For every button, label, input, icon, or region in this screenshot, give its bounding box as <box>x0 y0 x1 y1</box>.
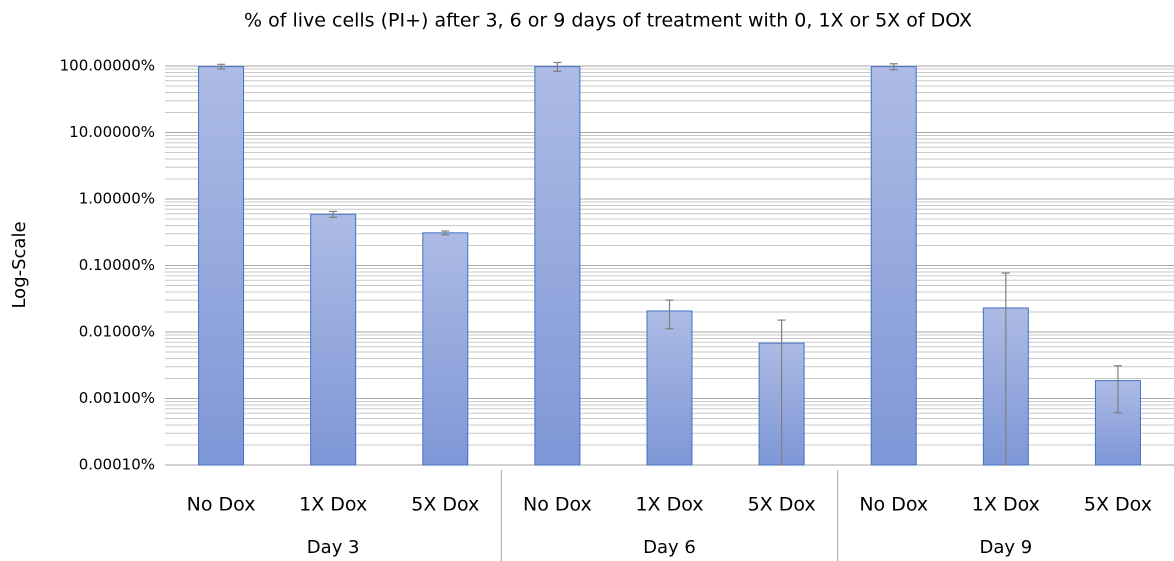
bar <box>310 213 357 466</box>
chart-title: % of live cells (PI+) after 3, 6 or 9 da… <box>244 10 972 32</box>
group-label: Day 6 <box>643 537 696 558</box>
y-tick-label: 1.00000% <box>79 190 155 208</box>
y-axis-title: Log-Scale <box>9 221 30 308</box>
error-bar <box>665 299 674 330</box>
x-tick-label: 1X Dox <box>635 494 703 516</box>
error-bar <box>553 61 562 72</box>
x-tick-label: 1X Dox <box>299 494 367 516</box>
error-bar <box>777 319 786 466</box>
x-tick-label: 5X Dox <box>1084 494 1152 516</box>
group-label: Day 3 <box>307 537 360 558</box>
group-label: Day 9 <box>979 537 1032 558</box>
bar <box>198 66 245 466</box>
error-bar <box>217 63 226 70</box>
y-tick-label: 0.00010% <box>79 456 155 474</box>
y-tick-label: 0.01000% <box>79 323 155 341</box>
y-tick-label: 0.00100% <box>79 389 155 407</box>
bar <box>534 66 581 466</box>
error-bar <box>329 210 338 218</box>
error-bar <box>1113 365 1122 414</box>
error-bar <box>889 63 898 71</box>
bar <box>646 310 693 466</box>
x-tick-label: 5X Dox <box>411 494 479 516</box>
y-tick-label: 100.00000% <box>60 57 155 75</box>
x-tick-label: 1X Dox <box>972 494 1040 516</box>
x-tick-label: No Dox <box>859 494 928 516</box>
y-tick-label: 0.10000% <box>79 256 155 274</box>
x-tick-label: 5X Dox <box>748 494 816 516</box>
bar <box>422 232 469 466</box>
x-tick-label: No Dox <box>187 494 256 516</box>
bar <box>870 66 917 466</box>
error-bar <box>441 230 450 236</box>
error-bar <box>1001 272 1010 466</box>
y-tick-label: 10.00000% <box>69 123 155 141</box>
x-tick-label: No Dox <box>523 494 592 516</box>
